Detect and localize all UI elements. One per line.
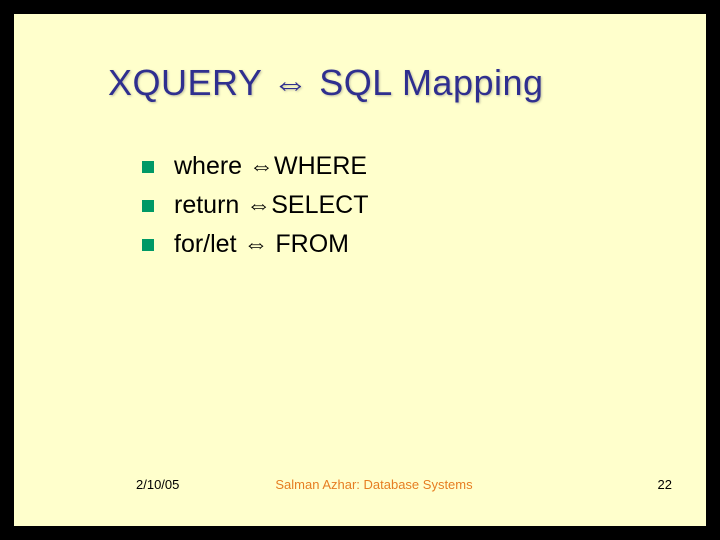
list-item: for/let ⇔ FROM (142, 230, 369, 259)
bullet-icon (142, 239, 154, 251)
list-item: return ⇔SELECT (142, 191, 369, 220)
slide-inner: XQUERY ⇔ SQL Mapping where ⇔WHERE return… (14, 14, 706, 526)
bullet-icon (142, 161, 154, 173)
bullet-list: where ⇔WHERE return ⇔SELECT for/let ⇔ FR… (142, 152, 369, 269)
bullet-icon (142, 200, 154, 212)
bullet-text: for/let ⇔ FROM (174, 230, 349, 259)
slide-title: XQUERY ⇔ SQL Mapping (108, 62, 544, 104)
bullet-text: where ⇔WHERE (174, 152, 367, 181)
footer-author: Salman Azhar: Database Systems (14, 477, 720, 492)
list-item: where ⇔WHERE (142, 152, 369, 181)
bullet-text: return ⇔SELECT (174, 191, 369, 220)
slide-outer: XQUERY ⇔ SQL Mapping where ⇔WHERE return… (0, 0, 720, 540)
footer-page-number: 22 (658, 477, 672, 492)
